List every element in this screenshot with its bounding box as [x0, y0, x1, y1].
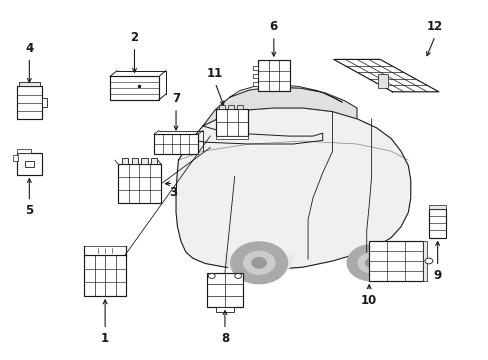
Circle shape: [208, 274, 215, 279]
Text: 11: 11: [206, 67, 223, 80]
Bar: [253, 81, 258, 86]
Bar: [236, 104, 242, 109]
Bar: [368, 241, 422, 281]
Text: 8: 8: [221, 332, 228, 345]
Bar: [141, 158, 147, 164]
Bar: [122, 158, 128, 164]
Bar: [428, 209, 446, 238]
Circle shape: [230, 242, 287, 284]
Bar: [154, 134, 198, 154]
Bar: [110, 76, 159, 100]
Circle shape: [252, 258, 265, 268]
Text: 5: 5: [25, 204, 33, 217]
Bar: [151, 158, 157, 164]
Bar: [219, 104, 224, 109]
Text: 6: 6: [269, 21, 277, 33]
Bar: [17, 153, 41, 175]
Text: 10: 10: [360, 294, 377, 307]
Bar: [118, 164, 161, 203]
Bar: [428, 205, 446, 209]
Bar: [131, 158, 138, 164]
Polygon shape: [176, 108, 410, 269]
Bar: [25, 161, 34, 167]
Polygon shape: [224, 256, 293, 281]
Bar: [17, 149, 30, 153]
Circle shape: [424, 258, 432, 264]
Polygon shape: [203, 87, 356, 126]
Bar: [13, 155, 18, 161]
Bar: [377, 74, 386, 88]
Bar: [42, 98, 47, 107]
Circle shape: [243, 251, 274, 274]
Text: 4: 4: [25, 42, 33, 55]
Bar: [17, 86, 42, 119]
Circle shape: [365, 258, 377, 267]
Bar: [216, 136, 248, 139]
Text: 1: 1: [101, 332, 109, 345]
Circle shape: [346, 245, 395, 281]
Text: 12: 12: [426, 21, 443, 33]
Bar: [216, 307, 233, 312]
Polygon shape: [229, 85, 342, 102]
Text: 2: 2: [130, 31, 138, 44]
Bar: [253, 66, 258, 70]
Circle shape: [357, 253, 385, 273]
Circle shape: [234, 274, 241, 279]
Text: 7: 7: [172, 93, 180, 105]
Bar: [227, 104, 233, 109]
Bar: [216, 109, 248, 136]
Bar: [19, 82, 40, 86]
Text: 3: 3: [169, 186, 177, 199]
Bar: [258, 60, 289, 91]
Bar: [422, 241, 426, 281]
Text: 9: 9: [433, 269, 441, 282]
Bar: [84, 255, 126, 296]
Polygon shape: [333, 59, 438, 92]
Bar: [207, 273, 242, 307]
Bar: [253, 73, 258, 78]
